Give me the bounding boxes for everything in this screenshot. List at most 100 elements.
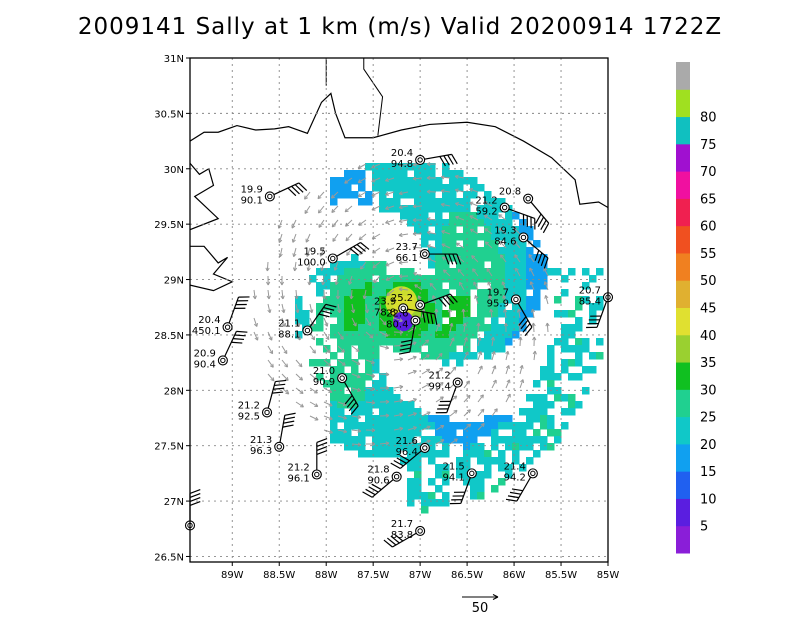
radar-cell <box>435 310 443 318</box>
radar-cell <box>428 198 436 206</box>
radar-cell <box>442 170 450 178</box>
radar-cell <box>316 282 324 290</box>
radar-cell <box>484 233 492 241</box>
wind-barb-staff <box>460 473 473 504</box>
wind-vector <box>435 353 443 361</box>
wind-vector <box>505 365 510 375</box>
radar-cell <box>358 289 366 297</box>
radar-cell <box>540 401 548 409</box>
radar-cell <box>414 478 422 486</box>
colorbar-label: 10 <box>700 492 717 507</box>
radar-cell <box>491 275 499 283</box>
radar-cell <box>470 352 478 360</box>
radar-cell <box>414 205 422 213</box>
radar-cell <box>519 464 527 472</box>
radar-cell <box>477 233 485 241</box>
radar-cell <box>575 359 583 367</box>
wind-vector-head <box>528 254 533 258</box>
radar-cell <box>519 324 527 332</box>
radar-cell <box>358 401 366 409</box>
radar-cell <box>428 436 436 444</box>
wind-vector-head <box>398 232 403 238</box>
radar-cell <box>484 345 492 353</box>
radar-cell <box>386 436 394 444</box>
radar-cell <box>330 394 338 402</box>
radar-cell <box>365 387 373 395</box>
radar-cell <box>470 485 478 493</box>
radar-cell <box>442 499 450 507</box>
radar-cell <box>421 506 429 514</box>
wind-vector <box>292 233 297 243</box>
radar-cell <box>365 366 373 374</box>
wind-vector-head <box>266 295 271 300</box>
station-speed: 23.9 <box>374 296 396 307</box>
radar-cell <box>435 499 443 507</box>
radar-cell <box>295 296 303 304</box>
radar-cell <box>470 492 478 500</box>
wind-vector <box>323 317 328 327</box>
wind-vector <box>491 379 497 389</box>
radar-cell <box>498 464 506 472</box>
wind-barb-flag <box>445 295 455 305</box>
wind-vector-head <box>488 295 493 299</box>
radar-cell <box>470 247 478 255</box>
wind-vector-head <box>440 424 445 429</box>
radar-cell <box>442 240 450 248</box>
station-ring <box>415 299 426 311</box>
wind-vector-head <box>399 426 404 431</box>
station: 21.299.4 <box>428 371 463 414</box>
radar-cell <box>372 366 380 374</box>
wind-vector-head <box>284 377 289 381</box>
station-speed: 19.5 <box>304 246 326 257</box>
station-speed: 19.7 <box>487 287 509 298</box>
wind-vector <box>351 415 361 419</box>
radar-cell <box>456 317 464 325</box>
radar-cell <box>442 289 450 297</box>
radar-cell <box>442 331 450 339</box>
wind-barb-flag <box>371 483 382 491</box>
wind-barb-flag <box>422 311 426 323</box>
radar-cell <box>372 359 380 367</box>
radar-cell <box>463 317 471 325</box>
wind-barb-flag <box>542 222 550 234</box>
radar-cell <box>344 415 352 423</box>
radar-cell <box>442 450 450 458</box>
radar-cell <box>316 359 324 367</box>
radar-cell <box>330 429 338 437</box>
radar-cell <box>386 317 394 325</box>
radar-cell <box>554 310 562 318</box>
radar-cell <box>372 443 380 451</box>
radar-cell <box>393 345 401 353</box>
wind-vector <box>505 393 511 403</box>
station-ring <box>217 355 228 366</box>
colorbar-label: 35 <box>700 356 717 371</box>
wind-vector-head <box>328 402 333 407</box>
wind-vector-head <box>317 195 322 200</box>
radar-cell <box>344 359 352 367</box>
x-tick-label: 85W <box>597 570 620 581</box>
wind-vector-head <box>486 268 491 273</box>
colorbar-label: 75 <box>700 138 717 153</box>
x-tick-label: 88.5W <box>263 570 295 581</box>
station-speed: 21.2 <box>475 196 497 207</box>
radar-cell <box>498 289 506 297</box>
radar-cell <box>330 289 338 297</box>
radar-cell <box>400 191 408 199</box>
wind-barb-staff <box>332 241 361 260</box>
wind-vector-head <box>384 332 389 337</box>
wind-vector <box>455 175 465 179</box>
radar-cell <box>379 380 387 388</box>
wind-vector-head <box>516 308 522 313</box>
radar-cell <box>379 422 387 430</box>
radar-cell <box>470 177 478 185</box>
radar-cell <box>351 317 359 325</box>
wind-vector <box>281 303 285 313</box>
radar-cell <box>470 240 478 248</box>
wind-vector-head <box>440 175 445 180</box>
radar-cell <box>568 345 576 353</box>
wind-vector-head <box>438 352 443 357</box>
wind-vector <box>337 331 344 340</box>
wind-vector-head <box>355 348 360 352</box>
colorbar-label: 20 <box>700 438 717 453</box>
wind-barb-flag <box>287 187 297 197</box>
